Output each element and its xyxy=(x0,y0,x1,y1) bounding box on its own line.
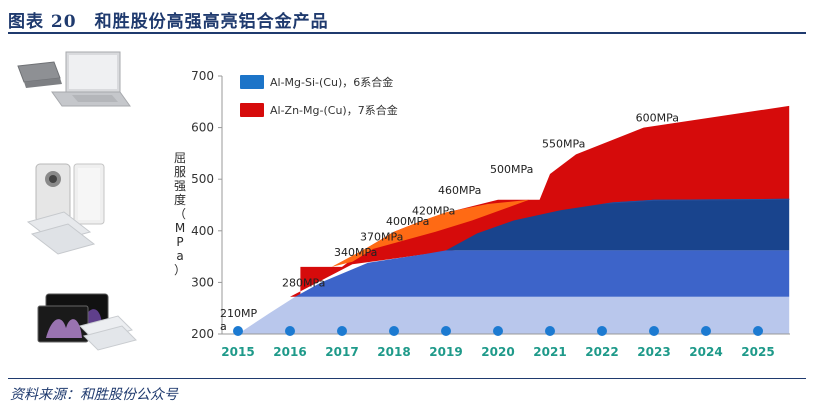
year-dot xyxy=(337,326,347,336)
year-dot xyxy=(753,326,763,336)
legend-swatch xyxy=(240,75,264,89)
annotation-label: 600MPa xyxy=(636,112,679,125)
annotation-label: 340MPa xyxy=(334,246,377,259)
year-dot xyxy=(233,326,243,336)
tablet-image xyxy=(37,293,137,351)
y-axis-title-char: 服 xyxy=(174,165,186,179)
annotation-label: 210MP xyxy=(220,307,257,320)
strength-chart: 200 300 400 500 600 700 2015 2016 2017 2018 2019 2… xyxy=(170,62,800,371)
year-dot xyxy=(285,326,295,336)
year-dot xyxy=(389,326,399,336)
y-tick-label: 200 xyxy=(191,327,214,341)
x-tick-label: 2015 xyxy=(221,345,254,359)
source-note: 资料来源：和胜股份公众号 xyxy=(10,387,178,403)
x-tick-label: 2024 xyxy=(689,345,722,359)
y-axis-title-char: （ xyxy=(174,207,186,221)
year-dot xyxy=(441,326,451,336)
y-tick-label: 300 xyxy=(191,275,214,289)
y-tick-label: 500 xyxy=(191,172,214,186)
annotation-label: 400MPa xyxy=(386,215,429,228)
figure-header: 图表 20 和胜股份高强高亮铝合金产品 xyxy=(8,4,806,34)
x-axis-labels: 2015 2016 2017 2018 2019 2020 2021 2022 2023 2024… xyxy=(221,345,774,359)
legend-label: Al-Mg-Si-(Cu)，6系合金 xyxy=(270,75,393,89)
annotation-label-wrap: a xyxy=(220,320,227,333)
product-images xyxy=(8,44,138,354)
y-tick-label: 400 xyxy=(191,224,214,238)
x-tick-label: 2019 xyxy=(429,345,462,359)
product-image-panel xyxy=(17,51,137,351)
annotation-label: 550MPa xyxy=(542,137,585,150)
legend: Al-Mg-Si-(Cu)，6系合金 Al-Zn-Mg-(Cu)，7系合金 xyxy=(240,75,398,117)
source-footer: 资料来源：和胜股份公众号 xyxy=(8,378,806,407)
foldable-phone-image xyxy=(26,163,105,255)
laptop-image xyxy=(17,51,131,107)
year-dot xyxy=(545,326,555,336)
annotation-label: 420MPa xyxy=(412,204,455,217)
series-6xi-band-2 xyxy=(295,250,790,297)
y-axis-title-char: a xyxy=(176,249,183,263)
series-6xi-band-3 xyxy=(446,198,790,251)
y-axis-title-char: 屈 xyxy=(174,151,186,165)
x-tick-label: 2018 xyxy=(377,345,410,359)
year-dot xyxy=(493,326,503,336)
y-axis-title-char: M xyxy=(175,221,185,235)
y-axis-title-char: 强 xyxy=(174,179,186,193)
area-layer xyxy=(238,105,790,334)
x-tick-label: 2023 xyxy=(637,345,670,359)
year-dots xyxy=(233,326,763,336)
y-axis-title-char: 度 xyxy=(174,192,186,207)
x-tick-label: 2021 xyxy=(533,345,566,359)
series-6xi-band-1 xyxy=(238,296,790,334)
year-dot xyxy=(701,326,711,336)
x-tick-label: 2017 xyxy=(325,345,358,359)
series-7xi-orange-band xyxy=(331,199,530,267)
y-axis-title-char: P xyxy=(176,235,183,249)
annotation-label: 460MPa xyxy=(438,184,481,197)
series-6xi-band-3-top xyxy=(560,198,790,211)
figure-title: 图表 20 和胜股份高强高亮铝合金产品 xyxy=(8,12,329,32)
annotation-label: 280MPa xyxy=(282,277,325,290)
legend-swatch xyxy=(240,103,264,117)
y-axis: 200 300 400 500 600 700 xyxy=(191,69,790,341)
annotation-label: 370MPa xyxy=(360,230,403,243)
y-tick-label: 700 xyxy=(191,69,214,83)
legend-label: Al-Zn-Mg-(Cu)，7系合金 xyxy=(270,103,398,117)
y-tick-label: 600 xyxy=(191,121,214,135)
annotation-label: 500MPa xyxy=(490,163,533,176)
y-axis-title-char: ） xyxy=(174,263,186,277)
x-tick-label: 2022 xyxy=(585,345,618,359)
x-tick-label: 2016 xyxy=(273,345,306,359)
x-tick-label: 2025 xyxy=(741,345,774,359)
year-dot xyxy=(649,326,659,336)
year-dot xyxy=(597,326,607,336)
x-tick-label: 2020 xyxy=(481,345,514,359)
